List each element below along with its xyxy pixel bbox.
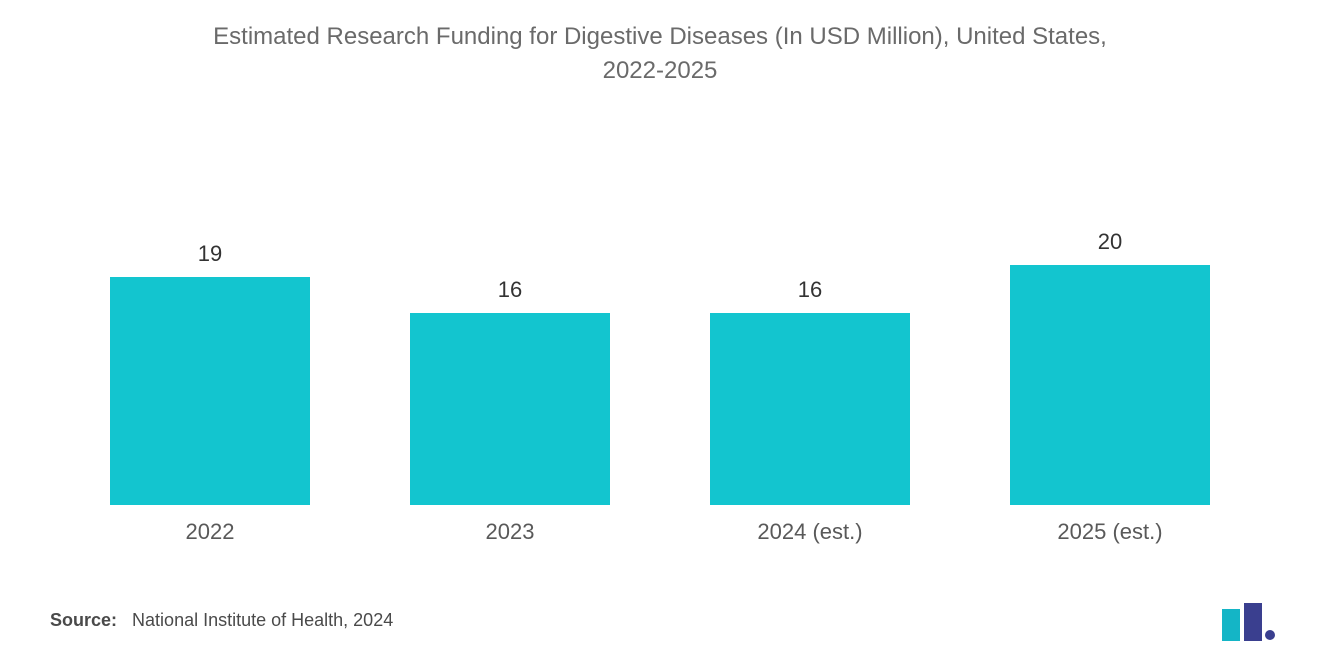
logo-icon: [1220, 603, 1276, 641]
source-citation: Source: National Institute of Health, 20…: [50, 610, 393, 631]
chart-title-line1: Estimated Research Funding for Digestive…: [120, 20, 1200, 54]
bar-rect: [110, 277, 310, 505]
source-label: Source:: [50, 610, 117, 630]
bar-value-label: 16: [498, 277, 522, 303]
bar-group-3: 20: [1000, 130, 1220, 505]
x-axis-label: 2023: [400, 519, 620, 545]
bar-rect: [710, 313, 910, 505]
bar-group-0: 19: [100, 130, 320, 505]
x-axis-label: 2022: [100, 519, 320, 545]
x-axis-label: 2025 (est.): [1000, 519, 1220, 545]
bar-rect: [1010, 265, 1210, 505]
plot-area: 19 16 16 20: [60, 130, 1260, 505]
x-axis-label: 2024 (est.): [700, 519, 920, 545]
chart-canvas: { "title": { "line1": "Estimated Researc…: [0, 0, 1320, 665]
source-text: National Institute of Health, 2024: [132, 610, 393, 630]
bar-rect: [410, 313, 610, 505]
bar-value-label: 20: [1098, 229, 1122, 255]
bar-value-label: 19: [198, 241, 222, 267]
bar-group-2: 16: [700, 130, 920, 505]
x-axis-labels: 2022 2023 2024 (est.) 2025 (est.): [60, 519, 1260, 545]
chart-title-line2: 2022-2025: [120, 54, 1200, 88]
bars-row: 19 16 16 20: [60, 130, 1260, 505]
brand-logo: [1220, 603, 1276, 641]
bar-group-1: 16: [400, 130, 620, 505]
bar-value-label: 16: [798, 277, 822, 303]
chart-title: Estimated Research Funding for Digestive…: [0, 20, 1320, 87]
